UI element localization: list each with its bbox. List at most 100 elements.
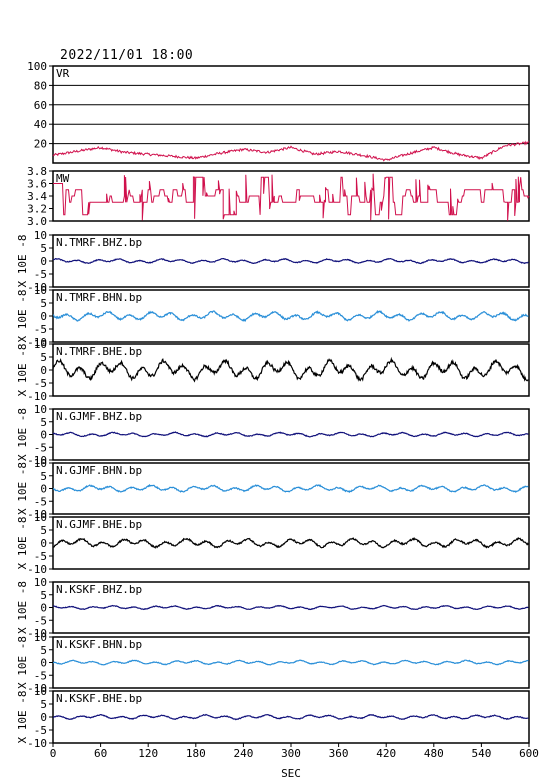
series-line-KSKF_BHZ	[53, 604, 529, 611]
y-tick-label-GJMF_BHZ: 10	[34, 403, 47, 416]
y-tick-label-KSKF_BHZ: -5	[34, 614, 47, 627]
y-tick-label-KSKF_BHN: -5	[34, 669, 47, 682]
x-tick-label: 0	[50, 747, 57, 760]
series-line-GJMF_BHN	[52, 483, 529, 494]
series-line-TMRF_BHN	[52, 309, 529, 323]
y-tick-label-GJMF_BHE: -5	[34, 550, 47, 563]
panel-label-VR: VR	[56, 67, 70, 80]
x-tick-label: 360	[329, 747, 349, 760]
panel-label-GJMF_BHN: N.GJMF.BHN.bp	[56, 464, 142, 477]
y-tick-label-KSKF_BHE: 0	[40, 711, 47, 724]
panel-label-MW: MW	[56, 172, 70, 185]
x-tick-label: 540	[471, 747, 491, 760]
x-tick-label: 180	[186, 747, 206, 760]
panel-label-KSKF_BHZ: N.KSKF.BHZ.bp	[56, 583, 142, 596]
series-line-KSKF_BHE	[52, 713, 529, 721]
x-tick-label: 300	[281, 747, 301, 760]
y-tick-label-GJMF_BHE: -10	[27, 563, 47, 576]
y-tick-label-TMRF_BHZ: 10	[34, 229, 47, 242]
y-tick-label-GJMF_BHZ: -5	[34, 441, 47, 454]
y-tick-label-VR: 100	[27, 60, 47, 73]
y-tick-label-KSKF_BHZ: -10	[27, 627, 47, 640]
y-tick-label-MW: 3.0	[27, 215, 47, 228]
y-tick-label-GJMF_BHE: 0	[40, 537, 47, 550]
y-tick-label-GJMF_BHN: 0	[40, 483, 47, 496]
series-line-GJMF_BHZ	[52, 431, 529, 438]
y-tick-label-KSKF_BHE: -5	[34, 724, 47, 737]
panel-label-GJMF_BHE: N.GJMF.BHE.bp	[56, 518, 142, 531]
series-line-TMRF_BHZ	[52, 257, 529, 265]
y-tick-label-GJMF_BHN: 5	[40, 470, 47, 483]
y-tick-label-KSKF_BHE: 5	[40, 698, 47, 711]
x-axis-label: SEC	[281, 767, 301, 780]
series-line-VR	[52, 140, 530, 162]
y-tick-label-MW: 3.8	[27, 165, 47, 178]
y-tick-label-GJMF_BHE: 5	[40, 524, 47, 537]
y-tick-label-KSKF_BHZ: 5	[40, 589, 47, 602]
y-tick-label-TMRF_BHE: 10	[34, 338, 47, 351]
y-axis-label: X 10E -8	[16, 581, 29, 634]
y-axis-label: X 10E -8	[16, 344, 29, 397]
y-tick-label-MW: 3.2	[27, 203, 47, 216]
y-axis-label: X 10E -8	[16, 517, 29, 570]
y-axis-label: X 10E -8	[16, 408, 29, 461]
x-tick-label: 240	[233, 747, 253, 760]
y-tick-label-TMRF_BHE: -10	[27, 390, 47, 403]
y-tick-label-MW: 3.6	[27, 178, 47, 191]
y-tick-label-VR: 80	[34, 79, 47, 92]
panel-label-TMRF_BHE: N.TMRF.BHE.bp	[56, 345, 142, 358]
x-tick-label: 480	[424, 747, 444, 760]
x-tick-label: 120	[138, 747, 158, 760]
y-tick-label-TMRF_BHN: -5	[34, 323, 47, 336]
panel-frame-VR	[52, 65, 530, 164]
y-tick-label-KSKF_BHE: 10	[34, 685, 47, 698]
y-axis-label: X 10E -8	[16, 636, 29, 689]
y-tick-label-TMRF_BHN: 0	[40, 310, 47, 323]
y-tick-label-TMRF_BHZ: -10	[27, 281, 47, 294]
y-axis-label: X 10E -8	[16, 235, 29, 288]
panel-label-TMRF_BHN: N.TMRF.BHN.bp	[56, 291, 142, 304]
y-tick-label-GJMF_BHN: -10	[27, 508, 47, 521]
panel-label-KSKF_BHN: N.KSKF.BHN.bp	[56, 638, 142, 651]
y-tick-label-TMRF_BHZ: -5	[34, 268, 47, 281]
y-axis-label: X 10E -8	[16, 290, 29, 343]
y-tick-label-KSKF_BHZ: 10	[34, 576, 47, 589]
y-tick-label-TMRF_BHN: 10	[34, 284, 47, 297]
panel-label-GJMF_BHZ: N.GJMF.BHZ.bp	[56, 410, 142, 423]
x-tick-label: 420	[376, 747, 396, 760]
series-line-MW	[53, 173, 530, 221]
series-line-GJMF_BHE	[52, 536, 529, 549]
y-tick-label-TMRF_BHZ: 0	[40, 255, 47, 268]
y-tick-label-TMRF_BHE: 0	[40, 364, 47, 377]
y-axis-label: X 10E -8	[16, 462, 29, 515]
y-axis-label: X 10E -8	[16, 691, 29, 744]
series-line-TMRF_BHE	[52, 356, 529, 383]
y-tick-label-VR: 60	[34, 99, 47, 112]
y-tick-label-MW: 3.4	[27, 190, 47, 203]
x-tick-label: 600	[519, 747, 539, 760]
y-tick-label-GJMF_BHZ: 0	[40, 429, 47, 442]
y-tick-label-GJMF_BHZ: -10	[27, 454, 47, 467]
y-tick-label-KSKF_BHN: -10	[27, 682, 47, 695]
y-tick-label-KSKF_BHN: 0	[40, 657, 47, 670]
y-tick-label-TMRF_BHZ: 5	[40, 242, 47, 255]
y-tick-label-TMRF_BHN: -10	[27, 336, 47, 349]
y-tick-label-GJMF_BHZ: 5	[40, 416, 47, 429]
y-tick-label-VR: 20	[34, 138, 47, 151]
panel-label-KSKF_BHE: N.KSKF.BHE.bp	[56, 692, 142, 705]
y-tick-label-TMRF_BHE: -5	[34, 377, 47, 390]
x-tick-label: 60	[94, 747, 107, 760]
y-tick-label-KSKF_BHE: -10	[27, 737, 47, 750]
series-line-KSKF_BHN	[52, 659, 529, 666]
y-tick-label-TMRF_BHN: 5	[40, 297, 47, 310]
y-tick-label-GJMF_BHN: 10	[34, 457, 47, 470]
y-tick-label-VR: 40	[34, 118, 47, 131]
y-tick-label-KSKF_BHN: 10	[34, 631, 47, 644]
y-tick-label-KSKF_BHN: 5	[40, 644, 47, 657]
y-tick-label-GJMF_BHN: -5	[34, 495, 47, 508]
panel-label-TMRF_BHZ: N.TMRF.BHZ.bp	[56, 236, 142, 249]
y-tick-label-GJMF_BHE: 10	[34, 511, 47, 524]
header-datetime: 2022/11/01 18:00	[60, 48, 194, 63]
y-tick-label-TMRF_BHE: 5	[40, 351, 47, 364]
